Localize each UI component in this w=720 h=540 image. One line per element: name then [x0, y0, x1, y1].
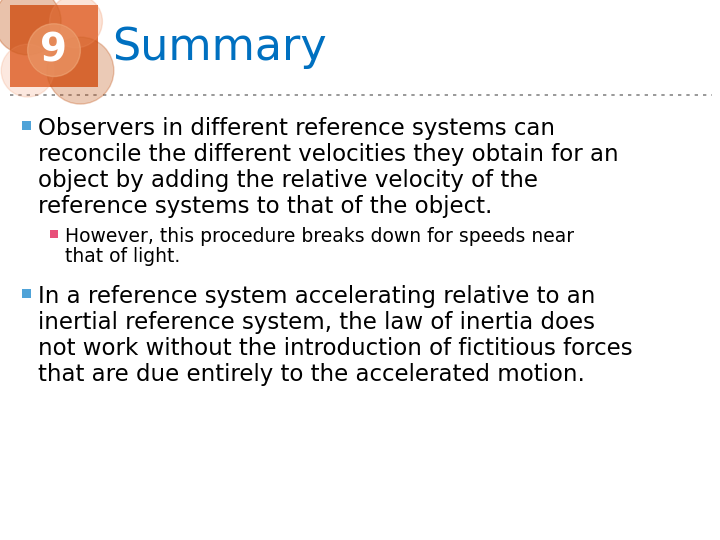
FancyBboxPatch shape	[50, 230, 58, 238]
Text: that are due entirely to the accelerated motion.: that are due entirely to the accelerated…	[38, 363, 585, 386]
Text: Summary: Summary	[112, 26, 327, 69]
FancyBboxPatch shape	[22, 289, 31, 298]
Circle shape	[27, 24, 81, 77]
Text: Observers in different reference systems can: Observers in different reference systems…	[38, 117, 555, 140]
Circle shape	[50, 0, 102, 48]
Text: object by adding the relative velocity of the: object by adding the relative velocity o…	[38, 169, 538, 192]
Text: that of light.: that of light.	[65, 247, 180, 266]
Circle shape	[27, 24, 81, 77]
Text: However, this procedure breaks down for speeds near: However, this procedure breaks down for …	[65, 227, 574, 246]
Circle shape	[1, 44, 54, 97]
FancyBboxPatch shape	[10, 5, 98, 87]
Text: not work without the introduction of fictitious forces: not work without the introduction of fic…	[38, 337, 633, 360]
Text: reference systems to that of the object.: reference systems to that of the object.	[38, 195, 492, 218]
FancyBboxPatch shape	[22, 121, 31, 130]
Text: In a reference system accelerating relative to an: In a reference system accelerating relat…	[38, 285, 595, 308]
Text: reconcile the different velocities they obtain for an: reconcile the different velocities they …	[38, 143, 618, 166]
Text: inertial reference system, the law of inertia does: inertial reference system, the law of in…	[38, 311, 595, 334]
Text: 9: 9	[40, 31, 68, 69]
Circle shape	[47, 37, 114, 104]
Circle shape	[0, 0, 61, 55]
